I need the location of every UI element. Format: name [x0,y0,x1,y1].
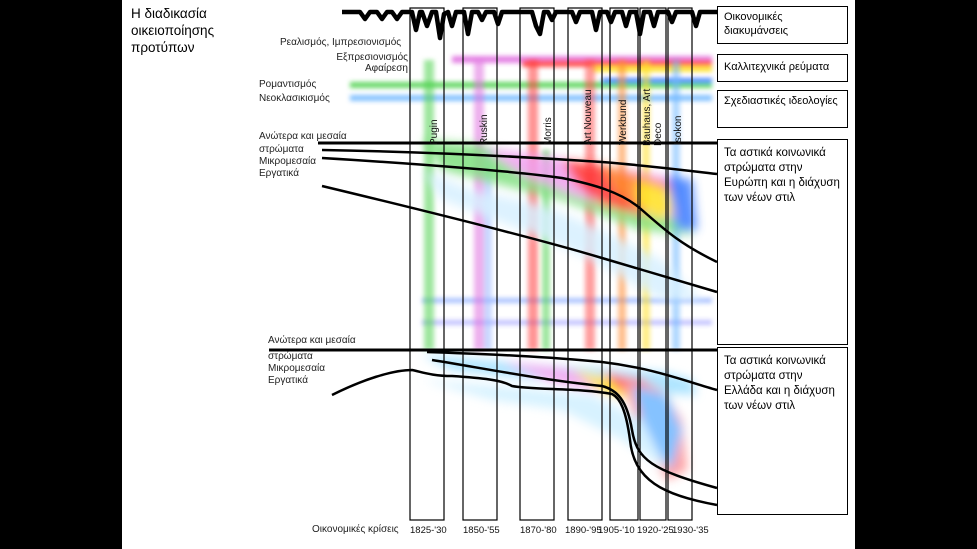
economic-fluctuation-line [342,9,717,41]
greece-class-lines [269,348,718,507]
box-europe-strata: Τα αστικά κοινωνικά στρώματα στην Ευρώπη… [717,139,848,345]
period-1850: 1850-'55 [463,525,500,536]
label-europe-working: Εργατικά [259,168,299,179]
column-label-werkbund: Werkbund [618,99,629,145]
page-title: Η διαδικασία οικειοποίησης προτύπων [131,6,215,55]
column-label-bauhaus: Bauhaus, Art Deco [642,88,664,146]
period-1905: 1905-'10 [598,525,635,536]
column-label-ruskin: Ruskin [479,114,490,145]
label-abstraction: Αφαίρεση [364,63,408,74]
label-europe-strata: στρώματα [259,144,304,155]
period-columns [409,7,693,521]
column-label-art-nouveau: Art Nouveau [583,89,594,145]
slide: Η διαδικασία οικειοποίησης προτύπων Ρεαλ… [122,0,855,549]
label-europe-petty: Μικρομεσαία [259,156,316,167]
column-label-isokon: Isokon [673,115,684,145]
period-1870: 1870-'80 [520,525,557,536]
box-artistic-movements: Καλλιτεχνικά ρεύματα [717,54,848,82]
label-neoclassicism: Νεοκλασικισμός [259,93,330,104]
box-economic-fluctuations: Οικονομικές διακυμάνσεις [717,6,848,44]
diagram-canvas [269,7,718,521]
period-1890: 1890-'95 [565,525,602,536]
box-design-ideologies: Σχεδιαστικές ιδεολογίες [717,90,848,128]
box-greece-strata: Τα αστικά κοινωνικά στρώματα στην Ελλάδα… [717,347,848,515]
label-expressionism: Εξπρεσιονισμός [336,52,408,63]
label-greece-petty: Μικρομεσαία [268,363,325,374]
label-greece-working: Εργατικά [268,375,308,386]
period-1930: 1930-'35 [672,525,709,536]
label-greece-upper: Ανώτερα και μεσαία [268,335,356,346]
period-1825: 1825-'30 [410,525,447,536]
label-greece-strata: στρώματα [268,351,313,362]
label-realism: Ρεαλισμός, Ιμπρεσιονισμός [280,37,402,48]
column-label-pugin: Pugin [429,119,440,145]
economic-crises-label: Οικονομικές κρίσεις [312,524,399,535]
label-romanticism: Ρομαντισμός [259,79,317,90]
period-1920: 1920-'25 [637,525,674,536]
label-europe-upper: Ανώτερα και μεσαία [259,131,347,142]
column-label-morris: Morris [543,117,554,145]
